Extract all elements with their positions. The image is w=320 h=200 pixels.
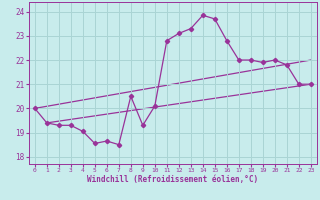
- X-axis label: Windchill (Refroidissement éolien,°C): Windchill (Refroidissement éolien,°C): [87, 175, 258, 184]
